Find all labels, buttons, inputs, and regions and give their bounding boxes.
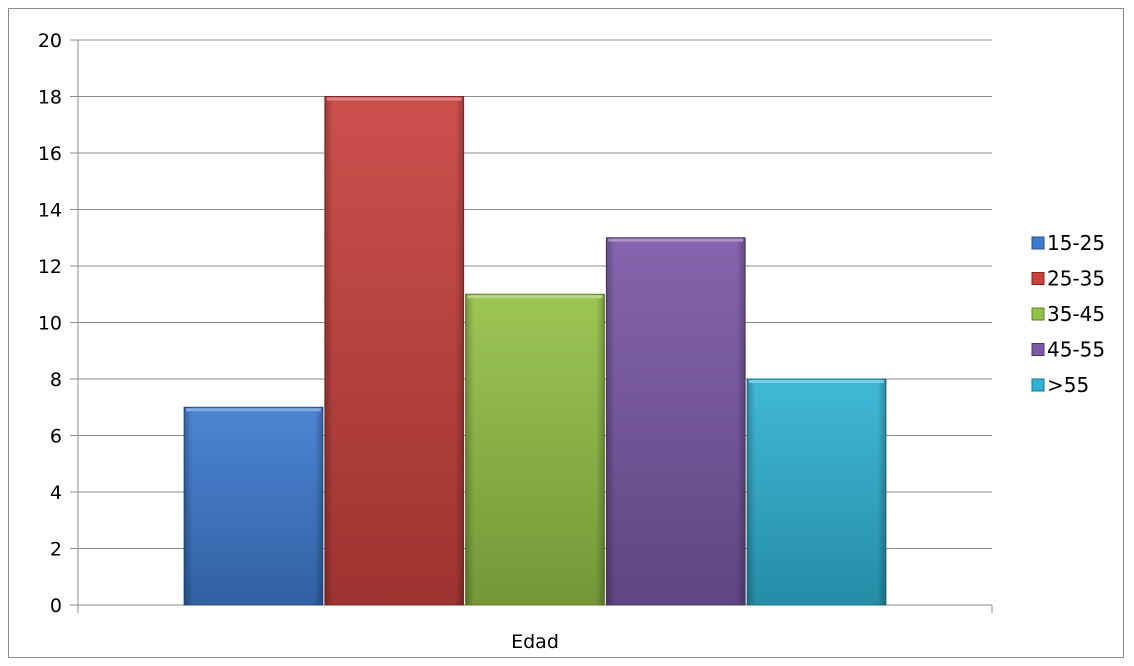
bar-25-35	[325, 97, 464, 606]
legend-swatch	[1032, 344, 1044, 356]
bar->55	[747, 379, 886, 605]
y-tick-label: 0	[50, 595, 62, 617]
y-tick-label: 14	[38, 200, 62, 222]
bar-35-45	[466, 294, 605, 605]
y-tick-label: 2	[50, 539, 62, 561]
bar-edge-shade	[466, 294, 605, 605]
y-tick-label: 16	[38, 143, 62, 165]
bar-top-highlight	[186, 408, 321, 411]
bar-top-highlight	[749, 380, 884, 383]
bar-top-highlight	[468, 295, 603, 298]
bars	[184, 97, 886, 606]
y-tick-label: 6	[50, 426, 62, 448]
y-tick-label: 4	[50, 482, 62, 504]
bar-edge-shade	[606, 238, 745, 605]
legend-item: 25-35	[1032, 267, 1105, 291]
legend-label: 15-25	[1047, 231, 1105, 255]
legend: 15-25 25-35 35-45 45-55 >55	[1032, 231, 1105, 397]
legend-item: >55	[1032, 373, 1089, 397]
y-tick-label: 8	[50, 369, 62, 391]
legend-swatch	[1032, 308, 1044, 320]
bar-edge-shade	[325, 97, 464, 606]
legend-item: 45-55	[1032, 338, 1105, 362]
bar-top-highlight	[608, 239, 743, 242]
y-tick-label: 10	[38, 313, 62, 335]
legend-item: 15-25	[1032, 231, 1105, 255]
legend-label: >55	[1047, 373, 1089, 397]
legend-swatch	[1032, 273, 1044, 285]
y-tick-label: 12	[38, 256, 62, 278]
x-category-label: Edad	[511, 631, 559, 653]
bar-edge-shade	[747, 379, 886, 605]
bar-15-25	[184, 407, 323, 605]
y-tick-label: 20	[38, 30, 62, 52]
legend-swatch	[1032, 237, 1044, 249]
legend-item: 35-45	[1032, 302, 1105, 326]
bar-45-55	[606, 238, 745, 605]
legend-swatch	[1032, 379, 1044, 391]
bar-edge-shade	[184, 407, 323, 605]
legend-label: 35-45	[1047, 302, 1105, 326]
bar-top-highlight	[327, 98, 462, 101]
y-tick-label: 18	[38, 87, 62, 109]
legend-label: 45-55	[1047, 338, 1105, 362]
legend-label: 25-35	[1047, 267, 1105, 291]
